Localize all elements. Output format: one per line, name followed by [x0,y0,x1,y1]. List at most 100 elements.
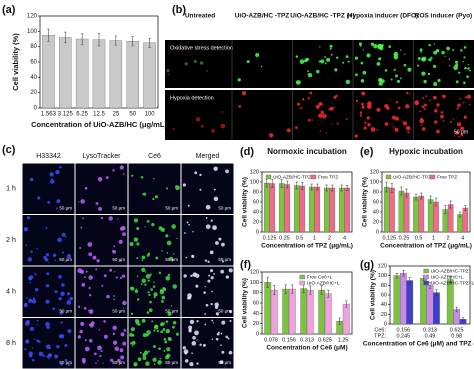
cell [433,95,437,100]
cell [405,104,410,109]
cell [206,69,208,72]
panel-label: (e) [360,146,374,158]
cell [45,344,51,350]
cell [366,116,370,120]
cell [166,240,172,246]
cell [319,46,321,48]
cell [441,95,444,97]
error-bar [266,276,269,288]
panel-label: (g) [360,259,374,271]
cell [140,175,144,179]
cell [109,268,113,272]
cell [456,107,459,110]
cell [427,72,431,76]
cell [60,321,63,324]
cell [454,60,459,64]
cell [238,105,242,108]
y-tick-label: 100 [250,179,259,185]
bar [393,275,401,325]
cell [424,103,428,107]
cell [131,333,135,337]
legend-swatch [429,174,436,180]
cell [136,242,140,246]
bar [318,289,326,335]
cell [321,113,327,119]
x-axis-label: Concentration of Ce6 (μM) [266,345,347,352]
cell [333,106,336,108]
cell [31,358,35,362]
error-bar [331,184,334,192]
cell [407,67,412,72]
cell [68,298,70,300]
cell [136,257,139,260]
cell [421,71,426,76]
cell [112,340,118,345]
cell [119,165,124,170]
error-bar [320,285,323,295]
error-bar [414,193,418,201]
cell [420,51,422,53]
cell [260,65,263,68]
cell [221,350,225,354]
y-tick-label: 80 [253,290,259,296]
cell [403,63,407,67]
y-tick-label: 60 [253,199,259,205]
error-bar [310,183,313,191]
error-bar [405,188,408,198]
cell [160,322,165,326]
cell [204,285,206,288]
image-bg [22,215,75,266]
error-bar [345,300,348,308]
cell [100,350,103,353]
cell [190,274,193,278]
x-tick-label: 0.625 [318,337,332,343]
cell [161,295,166,300]
cell [449,120,452,123]
cell [83,307,87,310]
cell [384,103,389,109]
cell [165,328,170,334]
x-tick-label: 1.563 [41,112,57,118]
y-tick-label: 100 [378,273,387,279]
cell [364,121,367,124]
cell [122,307,125,309]
cell [215,337,219,341]
error-bar [435,289,438,296]
cell [165,275,171,281]
x-tick-label: 0.078 [264,337,278,343]
cell [330,53,333,56]
row-label: 1 h [6,186,16,193]
cell [199,61,204,65]
cell [446,46,450,51]
cell [204,313,207,315]
cell [213,166,218,171]
cell [100,216,104,220]
cell [163,322,166,325]
cell [457,103,461,108]
cell [163,337,167,341]
cell [112,325,117,331]
error-bar [390,183,394,193]
cell [90,321,95,325]
cell [50,179,55,184]
cell [400,49,402,51]
cell [402,121,408,126]
cell [67,329,72,334]
cell [141,255,146,260]
cell [60,310,63,312]
cell [146,311,150,314]
image-bg [165,40,474,88]
cell [58,274,62,279]
cell [393,54,399,60]
cell [220,269,225,274]
cell [153,329,156,332]
cell [54,290,58,294]
cell [420,124,423,127]
cell [208,274,211,277]
cell [32,297,35,300]
bar [300,288,308,335]
cell [458,98,461,100]
error-bar [47,28,50,42]
chart-title: Normoxic incubation [267,147,347,156]
cell [378,81,383,86]
